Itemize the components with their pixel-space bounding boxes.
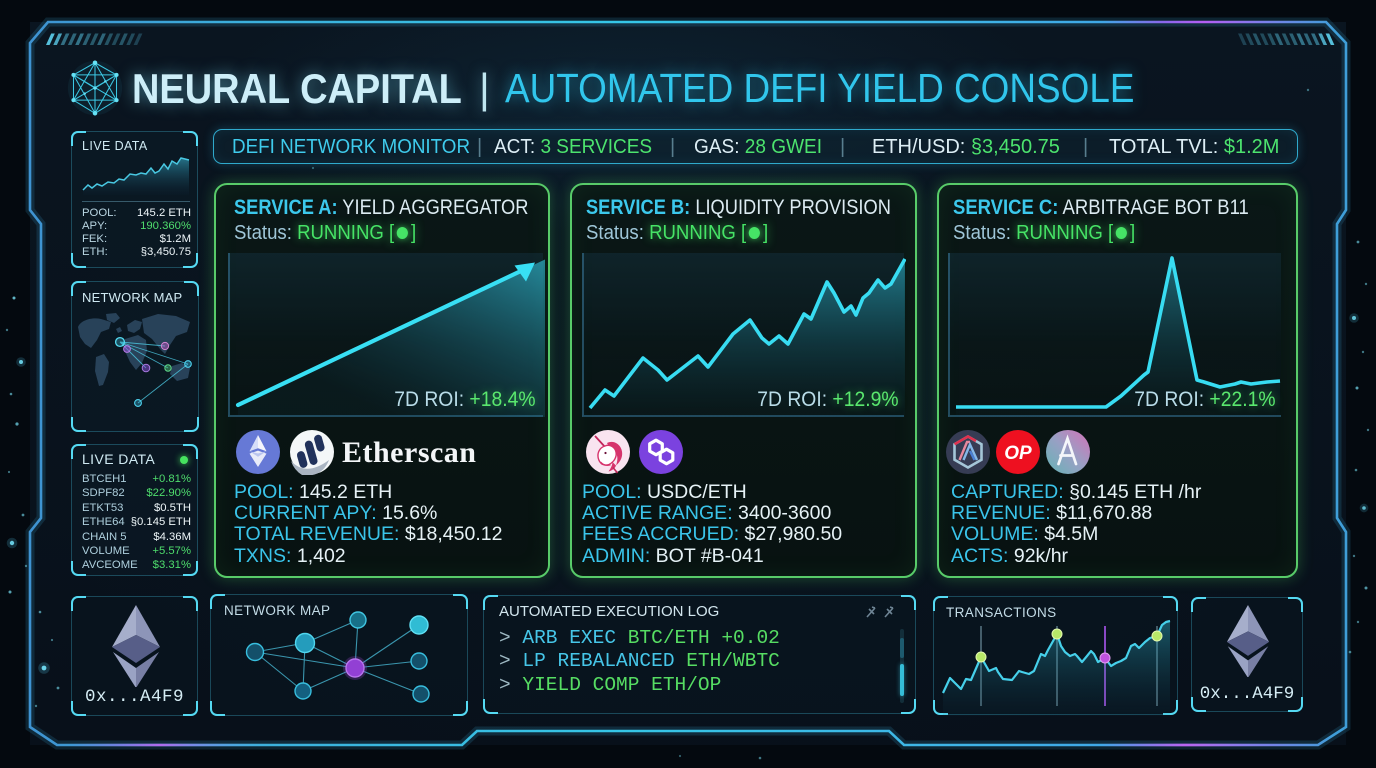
- svg-text:OP: OP: [1004, 443, 1032, 464]
